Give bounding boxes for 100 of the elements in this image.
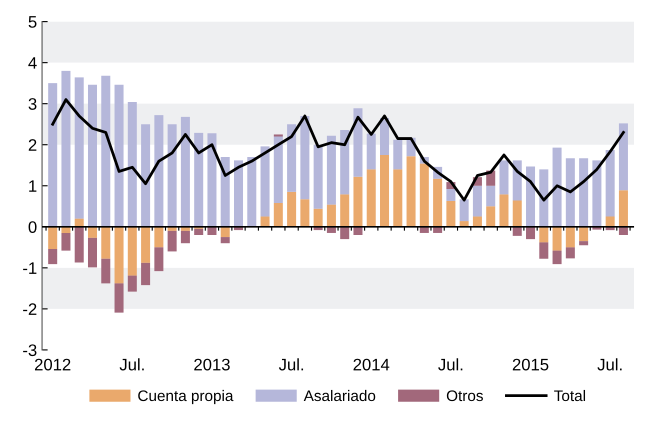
bar: [472, 186, 482, 217]
bar: [220, 226, 230, 238]
bar: [353, 176, 362, 227]
bar: [579, 241, 588, 246]
legend-label: Otros: [446, 390, 483, 402]
bar: [314, 208, 323, 227]
bar: [287, 124, 296, 192]
y-tick-label: 2: [28, 139, 36, 151]
bar: [592, 160, 602, 227]
bar: [353, 108, 362, 177]
bar: [247, 157, 256, 227]
bar: [566, 158, 575, 227]
x-tick-label: Jul.: [597, 358, 622, 370]
bar: [446, 200, 456, 227]
bar: [74, 77, 84, 219]
bar: [340, 226, 350, 240]
bar: [566, 247, 575, 258]
bar: [154, 226, 164, 248]
bar: [274, 202, 283, 227]
legend-label: Asalariado: [304, 390, 376, 402]
bar: [606, 150, 615, 217]
bar: [539, 169, 548, 227]
bar: [48, 248, 58, 264]
y-tick-label: -1: [23, 262, 36, 274]
bar: [579, 226, 588, 242]
bar: [526, 166, 536, 227]
bar: [207, 226, 216, 236]
x-tick-label: Jul.: [278, 358, 304, 370]
x-tick-label: 2015: [512, 358, 548, 370]
bar: [154, 115, 164, 227]
bar: [366, 169, 376, 227]
bar: [486, 186, 496, 206]
bar: [220, 157, 230, 227]
bar: [168, 230, 177, 252]
bar: [552, 148, 562, 227]
bar: [512, 200, 522, 227]
y-tick-label: -3: [23, 344, 36, 356]
bar: [101, 258, 110, 284]
bar: [579, 158, 588, 227]
bar: [168, 124, 177, 227]
bar: [88, 226, 98, 238]
bar: [406, 156, 416, 227]
bar: [340, 194, 350, 227]
bar: [380, 154, 390, 227]
bar: [340, 130, 350, 194]
bar: [366, 134, 376, 170]
bar: [326, 136, 336, 205]
y-tick-label: 0: [28, 221, 37, 234]
x-tick-label: 2012: [34, 358, 70, 370]
x-tick-label: Jul.: [438, 358, 462, 370]
y-tick-label: 4: [28, 57, 37, 69]
bar: [88, 238, 98, 268]
bar: [512, 226, 522, 236]
bar: [234, 160, 244, 227]
line-series: [51, 98, 625, 202]
bar: [141, 124, 150, 227]
bar: [618, 123, 628, 190]
bar: [114, 226, 124, 284]
y-tick-label: 3: [28, 98, 36, 110]
bar: [300, 199, 310, 227]
y-tick-label: 5: [28, 16, 36, 28]
bar: [618, 190, 628, 227]
legend-label: Cuenta propia: [138, 390, 234, 404]
bar: [380, 118, 390, 155]
bar: [48, 83, 58, 227]
bar: [274, 134, 283, 137]
bar: [314, 144, 323, 209]
bar: [552, 250, 562, 264]
bar: [114, 283, 124, 313]
bar: [61, 232, 70, 251]
bar: [48, 226, 58, 249]
bar: [353, 226, 362, 236]
bar: [512, 160, 522, 201]
bar: [618, 226, 628, 236]
bar: [194, 132, 204, 227]
bar: [74, 226, 84, 263]
bar: [606, 216, 615, 227]
bar: [114, 84, 124, 227]
bar: [526, 226, 536, 240]
bar: [194, 228, 204, 236]
bar: [326, 204, 336, 227]
bar: [74, 218, 84, 227]
bar: [433, 178, 442, 227]
bar: [539, 242, 548, 259]
y-tick-label: -2: [23, 303, 36, 315]
bar: [499, 160, 508, 194]
bar: [141, 226, 150, 263]
bar: [260, 146, 270, 217]
bar: [486, 206, 496, 227]
x-tick-label: 2013: [194, 358, 230, 370]
bar: [287, 192, 296, 227]
bar: [128, 276, 137, 292]
bar: [260, 216, 270, 227]
bar: [446, 189, 456, 201]
bar: [460, 199, 469, 222]
bar: [180, 230, 190, 244]
bar: [154, 247, 164, 272]
bar: [300, 116, 310, 200]
bar: [539, 226, 548, 242]
bar: [128, 226, 137, 276]
